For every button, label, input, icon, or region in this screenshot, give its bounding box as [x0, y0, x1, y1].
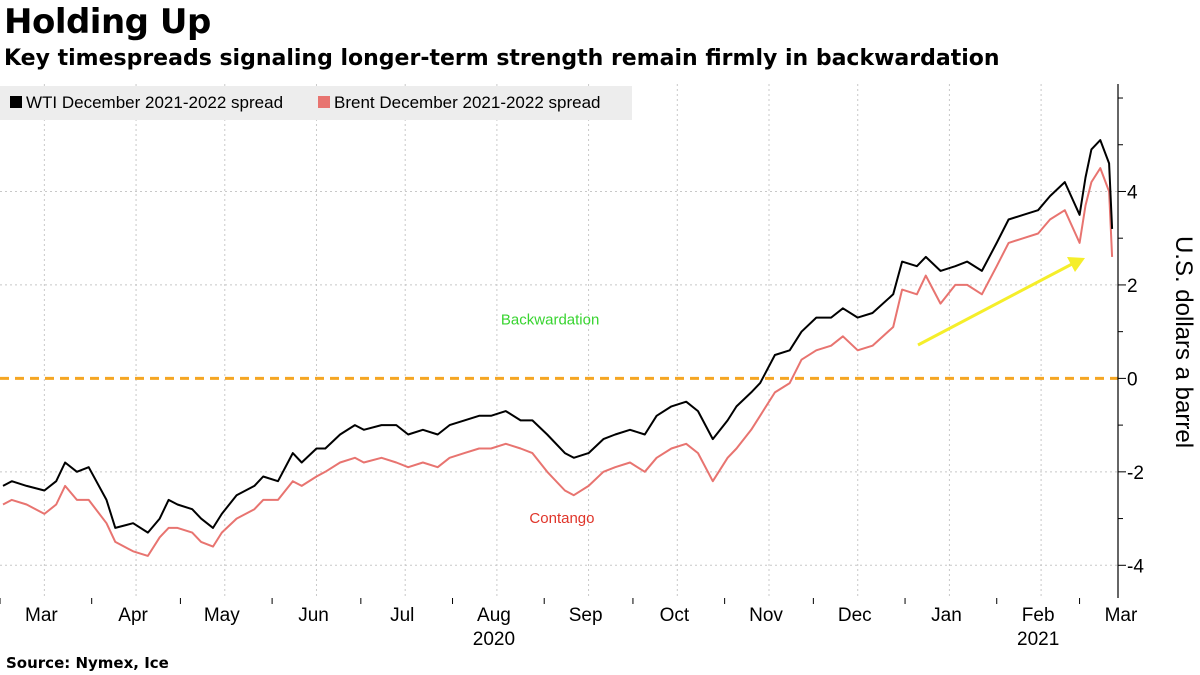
grid	[0, 84, 1118, 598]
chart-subtitle: Key timespreads signaling longer-term st…	[4, 46, 1000, 71]
legend-swatch-wti	[10, 96, 22, 108]
chart-title: Holding Up	[4, 2, 211, 42]
x-tick-label: Nov	[749, 605, 783, 626]
x-tick-label: Mar	[1105, 605, 1138, 626]
y-tick-label: -4	[1127, 556, 1144, 577]
y-tick-label: 2	[1127, 276, 1138, 297]
y-tick-label: 4	[1127, 182, 1138, 203]
x-tick-label: Jan	[931, 605, 962, 626]
axes: -4 -2 0 2 4 Mar Apr May Jun Jul Aug Sep Oct Nov Dec Jan…	[0, 84, 1144, 650]
x-year-label: 2020	[473, 629, 515, 650]
x-tick-label: Oct	[660, 605, 690, 626]
annotations: Backwardation Contango	[501, 312, 599, 528]
x-tick-label: Dec	[838, 605, 872, 626]
y-tick-label: 0	[1127, 369, 1138, 390]
x-tick-label: Mar	[25, 605, 58, 626]
y-axis-label: U.S. dollars a barrel	[1170, 236, 1197, 448]
annotation-contango: Contango	[529, 510, 594, 527]
series-lines	[2, 139, 1114, 557]
trend-arrow-line	[917, 261, 1075, 347]
x-year-label: 2021	[1017, 629, 1059, 650]
source-note: Source: Nymex, Ice	[6, 654, 169, 672]
legend: WTI December 2021-2022 spread Brent Dece…	[0, 86, 632, 120]
x-tick-label: Feb	[1022, 605, 1055, 626]
series-line-brent	[2, 167, 1114, 557]
legend-label-wti: WTI December 2021-2022 spread	[26, 93, 283, 112]
trend-arrow	[917, 257, 1085, 347]
x-tick-label: Sep	[569, 605, 603, 626]
y-tick-label: -2	[1127, 463, 1144, 484]
x-tick-label: Apr	[118, 605, 148, 626]
legend-label-brent: Brent December 2021-2022 spread	[334, 93, 601, 112]
series-line-wti	[2, 139, 1114, 534]
legend-swatch-brent	[318, 96, 330, 108]
x-tick-label: May	[204, 605, 240, 626]
trend-arrow-head	[1067, 257, 1085, 272]
x-tick-label: Jul	[390, 605, 414, 626]
x-tick-label: Aug	[477, 605, 511, 626]
x-tick-label: Jun	[298, 605, 329, 626]
annotation-backwardation: Backwardation	[501, 312, 599, 329]
legend-background	[0, 86, 632, 120]
